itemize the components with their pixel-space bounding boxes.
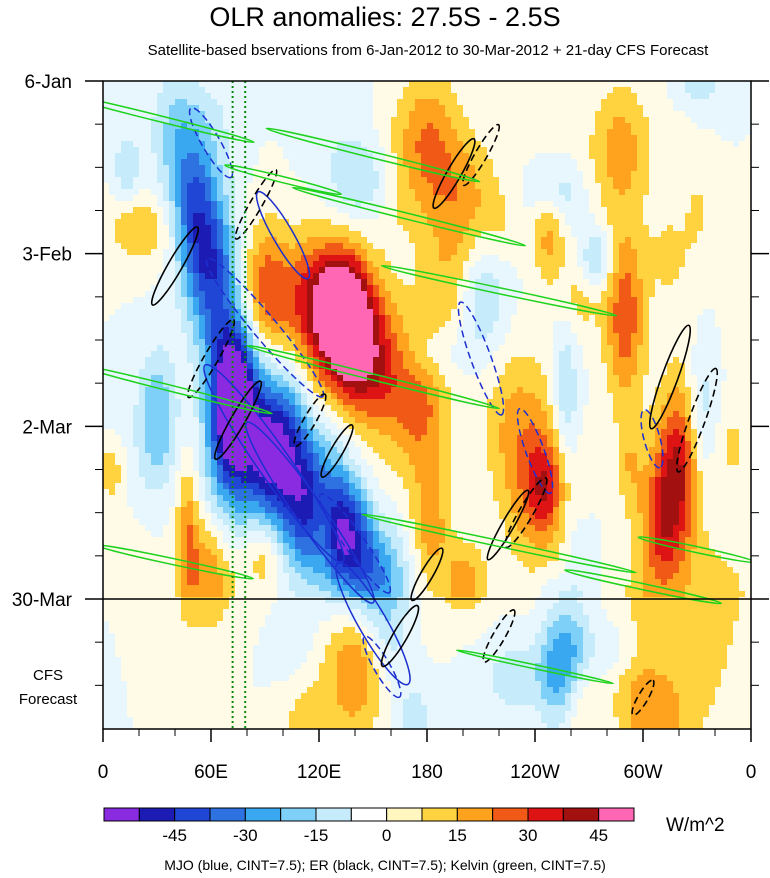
- colorbar-swatch-4: [244, 807, 282, 822]
- contour-legend-note: MJO (blue, CINT=7.5); ER (black, CINT=7.…: [164, 857, 606, 873]
- y-tick-label-1: 3-Feb: [22, 245, 72, 266]
- colorbar-label-6: 45: [589, 826, 608, 845]
- x-tick-label-2: 120E: [297, 762, 341, 783]
- colorbar-swatch-1: [138, 807, 176, 822]
- colorbar-swatch-9: [421, 807, 458, 822]
- olr-anomaly-field: [103, 81, 751, 729]
- colorbar-label-0: -45: [162, 826, 187, 845]
- colorbar-units: W/m^2: [666, 815, 725, 836]
- x-tick-label-1: 60E: [194, 762, 228, 783]
- colorbar-label-3: 0: [382, 826, 391, 845]
- y-tick-label-0: 6-Jan: [24, 72, 72, 93]
- colorbar-swatch-6: [315, 807, 352, 822]
- colorbar-label-5: 30: [519, 826, 538, 845]
- colorbar-swatch-14: [598, 807, 635, 822]
- chart-subtitle: Satellite-based bservations from 6-Jan-2…: [147, 42, 709, 59]
- chart-title: OLR anomalies: 27.5S - 2.5S: [209, 2, 561, 32]
- colorbar-label-4: 15: [448, 826, 467, 845]
- x-tick-label-3: 180: [411, 762, 443, 783]
- x-tick-label-5: 60W: [623, 762, 662, 783]
- colorbar-swatch-8: [386, 807, 423, 822]
- colorbar-swatch-12: [527, 807, 564, 822]
- y-tick-label-3: 30-Mar: [12, 590, 73, 611]
- axis-ticks: 6-Jan 3-Feb 2-Mar 30-Mar CFS Forecast 0 60E 120E…: [12, 72, 769, 783]
- x-tick-label-6: 0: [746, 762, 757, 783]
- colorbar-swatch-13: [562, 807, 600, 822]
- colorbar: -45 -30 -15 0 15 30 45: [103, 807, 635, 845]
- colorbar-swatch-11: [492, 807, 529, 822]
- colorbar-swatch-2: [174, 807, 211, 822]
- y-tick-label-2: 2-Mar: [22, 417, 72, 438]
- x-tick-label-0: 0: [98, 762, 109, 783]
- colorbar-swatch-10: [456, 807, 494, 822]
- wave-filter-contours: [103, 81, 751, 729]
- colorbar-swatch-3: [209, 807, 246, 822]
- colorbar-label-1: -30: [233, 826, 258, 845]
- forecast-label-line-1: Forecast: [19, 691, 78, 708]
- colorbar-swatch-7: [350, 807, 388, 822]
- colorbar-swatch-5: [280, 807, 317, 822]
- forecast-label-line-0: CFS: [33, 667, 63, 684]
- colorbar-label-2: -15: [304, 826, 329, 845]
- x-tick-label-4: 120W: [510, 762, 560, 783]
- colorbar-swatch-0: [103, 807, 140, 822]
